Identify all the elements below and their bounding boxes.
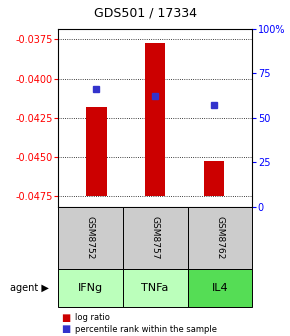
Text: GSM8757: GSM8757: [151, 216, 160, 259]
Text: GSM8752: GSM8752: [86, 216, 95, 259]
Text: log ratio: log ratio: [75, 313, 110, 322]
Text: IL4: IL4: [212, 283, 228, 293]
Bar: [145, 43, 166, 196]
Text: agent ▶: agent ▶: [10, 283, 49, 293]
Text: ■: ■: [61, 324, 70, 334]
Text: TNFa: TNFa: [142, 283, 169, 293]
Text: ■: ■: [61, 312, 70, 323]
Bar: [86, 107, 107, 196]
Text: percentile rank within the sample: percentile rank within the sample: [75, 325, 218, 334]
Text: GSM8762: GSM8762: [215, 216, 224, 259]
Text: IFNg: IFNg: [78, 283, 103, 293]
Bar: [204, 161, 224, 196]
Text: GDS501 / 17334: GDS501 / 17334: [93, 7, 197, 20]
